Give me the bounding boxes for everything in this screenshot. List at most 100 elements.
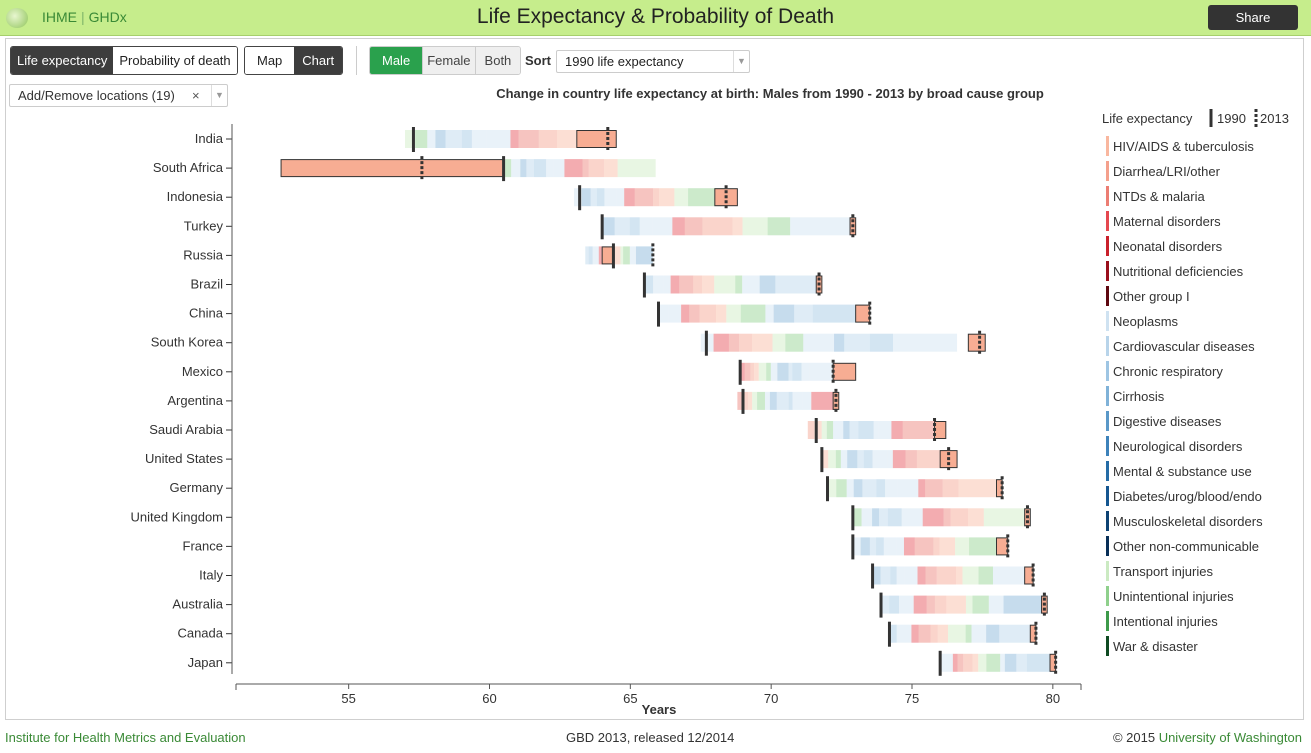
- cause-segment: [809, 362, 834, 381]
- legend-item: Diarrhea/LRI/other: [1113, 164, 1221, 179]
- cause-segment: [564, 159, 583, 178]
- cause-segment: [957, 653, 964, 672]
- cause-segment: [740, 304, 766, 323]
- sex-toggle: Male Female Both: [369, 46, 522, 75]
- tab-female[interactable]: Female: [422, 47, 475, 74]
- cause-segment: [833, 421, 844, 439]
- cause-segment: [846, 479, 854, 498]
- cause-segment: [847, 450, 858, 469]
- cause-segment: [876, 479, 886, 498]
- cause-segment: [1004, 653, 1017, 672]
- cause-segment: [740, 362, 745, 381]
- cause-segment: [405, 130, 416, 148]
- legend-title: Life expectancy: [1102, 111, 1193, 126]
- tab-male[interactable]: Male: [370, 47, 423, 74]
- legend-item: Cardiovascular diseases: [1113, 339, 1255, 354]
- cause-segment: [918, 624, 931, 643]
- clear-icon[interactable]: ×: [192, 88, 200, 103]
- loss-box: [934, 421, 947, 439]
- cause-segment: [937, 624, 949, 643]
- cause-segment: [739, 333, 753, 352]
- cause-segment: [986, 653, 1001, 672]
- legend-swatch: [1106, 311, 1109, 331]
- tab-probability-of-death[interactable]: Probability of death: [113, 47, 237, 74]
- locations-select-label: Add/Remove locations (19): [18, 88, 175, 103]
- brand-ihme-link[interactable]: IHME: [42, 9, 77, 25]
- cause-segment: [520, 159, 527, 178]
- cause-segment: [952, 653, 958, 672]
- legend-item: NTDs & malaria: [1113, 189, 1206, 204]
- x-tick-label: 55: [341, 691, 355, 706]
- brand: IHME | GHDx: [42, 9, 127, 25]
- legend-swatch: [1106, 211, 1109, 231]
- brand-ghdx-link[interactable]: GHDx: [88, 9, 127, 25]
- cause-segment: [918, 479, 926, 498]
- cause-segment: [754, 362, 759, 381]
- cause-segment: [713, 333, 729, 352]
- legend-swatch: [1106, 511, 1109, 531]
- toolbar-divider: [356, 46, 357, 75]
- tab-map[interactable]: Map: [245, 47, 295, 74]
- cause-segment: [857, 450, 864, 469]
- locations-select[interactable]: Add/Remove locations (19) × ▼: [9, 84, 228, 107]
- cause-segment: [802, 391, 812, 410]
- chevron-down-icon[interactable]: ▼: [211, 85, 227, 106]
- ihme-logo-icon[interactable]: [6, 8, 28, 28]
- cause-segment: [445, 130, 462, 148]
- cause-segment: [534, 159, 547, 178]
- sort-select[interactable]: 1990 life expectancy ▼: [556, 50, 750, 73]
- tab-both[interactable]: Both: [474, 47, 521, 74]
- country-label: France: [183, 538, 223, 553]
- tab-life-expectancy[interactable]: Life expectancy: [11, 47, 114, 74]
- cause-segment: [926, 595, 935, 614]
- cause-segment: [843, 421, 850, 439]
- cause-segment: [574, 188, 582, 207]
- cause-segment: [770, 362, 778, 381]
- tab-chart[interactable]: Chart: [294, 47, 343, 74]
- cause-segment: [978, 653, 987, 672]
- cause-segment: [911, 624, 919, 643]
- legend-swatch: [1106, 386, 1109, 406]
- cause-segment: [950, 508, 969, 527]
- cause-segment: [652, 217, 673, 236]
- cause-segment: [814, 421, 822, 439]
- footer-uw-link[interactable]: University of Washington: [1158, 730, 1302, 745]
- legend-swatch: [1106, 611, 1109, 631]
- legend-item: Nutritional deficiencies: [1113, 264, 1244, 279]
- cause-segment: [785, 333, 804, 352]
- cause-segment: [897, 479, 919, 498]
- cause-segment: [595, 246, 599, 265]
- legend-item: Cirrhosis: [1113, 389, 1165, 404]
- view-toggle: Map Chart: [244, 46, 344, 75]
- legend-swatch: [1106, 286, 1109, 306]
- legend-1990-label: 1990: [1217, 111, 1246, 126]
- footer-institute-link[interactable]: Institute for Health Metrics and Evaluat…: [5, 730, 246, 745]
- legend-item: Other non-communicable: [1113, 539, 1259, 554]
- country-label: Russia: [183, 247, 224, 262]
- cause-segment: [869, 333, 893, 352]
- country-label: Italy: [199, 568, 223, 583]
- cause-segment: [639, 217, 653, 236]
- legend-item: Neoplasms: [1113, 314, 1179, 329]
- legend-swatch: [1106, 361, 1109, 381]
- cause-segment: [629, 217, 640, 236]
- share-button[interactable]: Share: [1208, 5, 1298, 30]
- app-title: Life Expectancy & Probability of Death: [476, 5, 835, 28]
- cause-segment: [903, 537, 915, 556]
- cause-segment: [913, 595, 927, 614]
- cause-segment: [681, 304, 690, 323]
- cause-segment: [880, 566, 891, 585]
- legend-item: Diabetes/urog/blood/endo: [1113, 489, 1262, 504]
- cause-segment: [503, 159, 512, 178]
- cause-segment: [511, 159, 521, 178]
- cause-segment: [965, 595, 973, 614]
- cause-segment: [872, 508, 880, 527]
- legend-swatch: [1106, 436, 1109, 456]
- cause-segment: [616, 188, 625, 207]
- chevron-down-icon[interactable]: ▼: [733, 51, 749, 72]
- cause-segment: [737, 391, 743, 410]
- legend-item: Digestive diseases: [1113, 414, 1222, 429]
- cause-segment: [971, 624, 987, 643]
- x-tick-label: 80: [1046, 691, 1060, 706]
- cause-segment: [702, 217, 733, 236]
